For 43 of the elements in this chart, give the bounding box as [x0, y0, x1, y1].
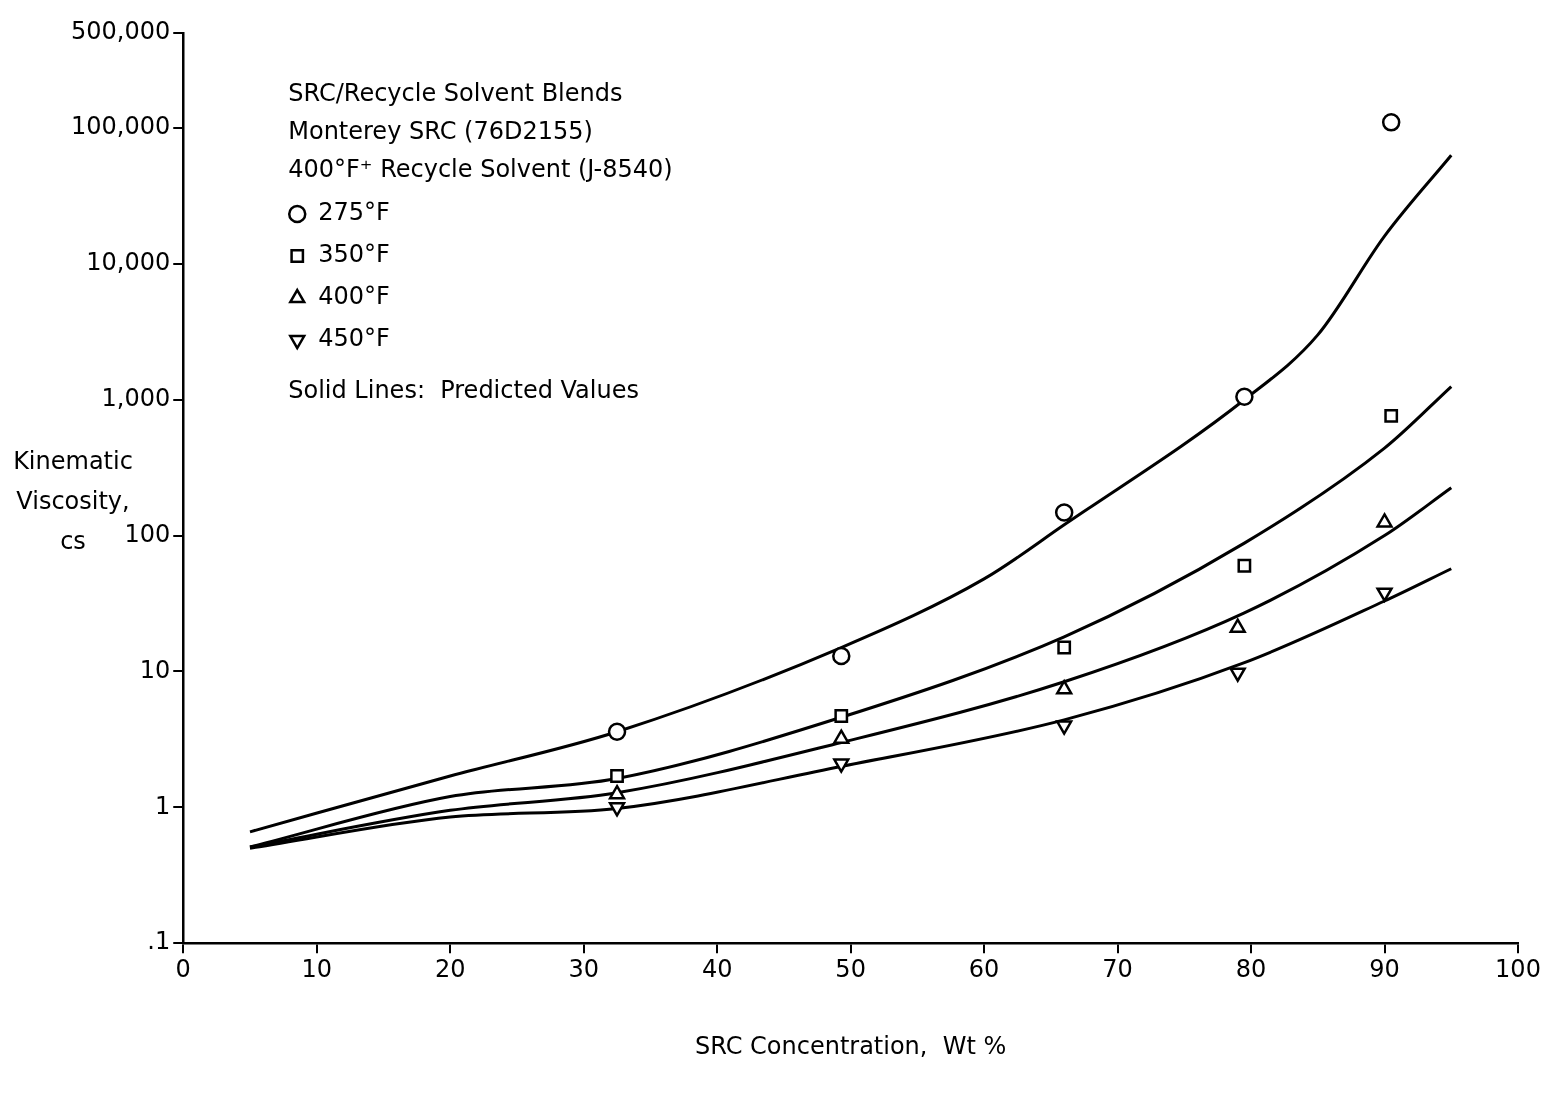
- x-tick-label: 70: [1102, 954, 1133, 983]
- x-tick-label: 30: [568, 954, 599, 983]
- annotation: SRC/Recycle Solvent Blends: [288, 79, 623, 108]
- point: [1381, 113, 1401, 132]
- y-tick-label: 10,000: [86, 248, 171, 277]
- x-axis-title: SRC Concentration, Wt %: [694, 1032, 1007, 1061]
- annotation: Monterey SRC (76D2155): [288, 117, 593, 146]
- x-tick-label: 0: [175, 954, 191, 983]
- x-tick-label: 40: [701, 954, 733, 983]
- legend-label: 275°F: [318, 198, 390, 227]
- point: [834, 709, 849, 723]
- point: [1237, 558, 1252, 573]
- point: [1056, 720, 1073, 735]
- y-tick-label: .1: [147, 927, 171, 956]
- point: [1229, 667, 1246, 682]
- annotation: Solid Lines: Predicted Values: [288, 376, 639, 405]
- y-tick-label: 1: [154, 791, 171, 820]
- point: [1057, 640, 1072, 655]
- point: [608, 802, 626, 817]
- y-tick-label: 100,000: [71, 112, 171, 141]
- x-tick-label: 80: [1235, 954, 1267, 983]
- point: [832, 646, 851, 666]
- x-tick-label: 100: [1495, 954, 1541, 983]
- y-tick-label: 10: [139, 655, 171, 684]
- y-tick-label: 500,000: [71, 17, 171, 46]
- x-tick-label: 10: [301, 954, 332, 983]
- x-tick-label: 60: [968, 954, 1000, 983]
- line-series: [248, 153, 1453, 834]
- point: [1376, 587, 1393, 602]
- point: [1384, 409, 1399, 423]
- legend-label: 450°F: [318, 324, 390, 353]
- point: [1054, 503, 1074, 522]
- annotation: 400°F⁺ Recycle Solvent (J-8540): [288, 155, 673, 184]
- point: [610, 769, 624, 783]
- y-tick-label: 1,000: [101, 383, 171, 412]
- x-tick-label: 50: [835, 954, 866, 983]
- x-tick-label: 20: [434, 954, 466, 983]
- x-tick-label: 90: [1369, 954, 1400, 983]
- point: [607, 722, 627, 741]
- legend-label: 400°F: [318, 282, 390, 311]
- point: [1235, 387, 1254, 407]
- point: [833, 758, 850, 773]
- legend-label: 350°F: [318, 240, 390, 269]
